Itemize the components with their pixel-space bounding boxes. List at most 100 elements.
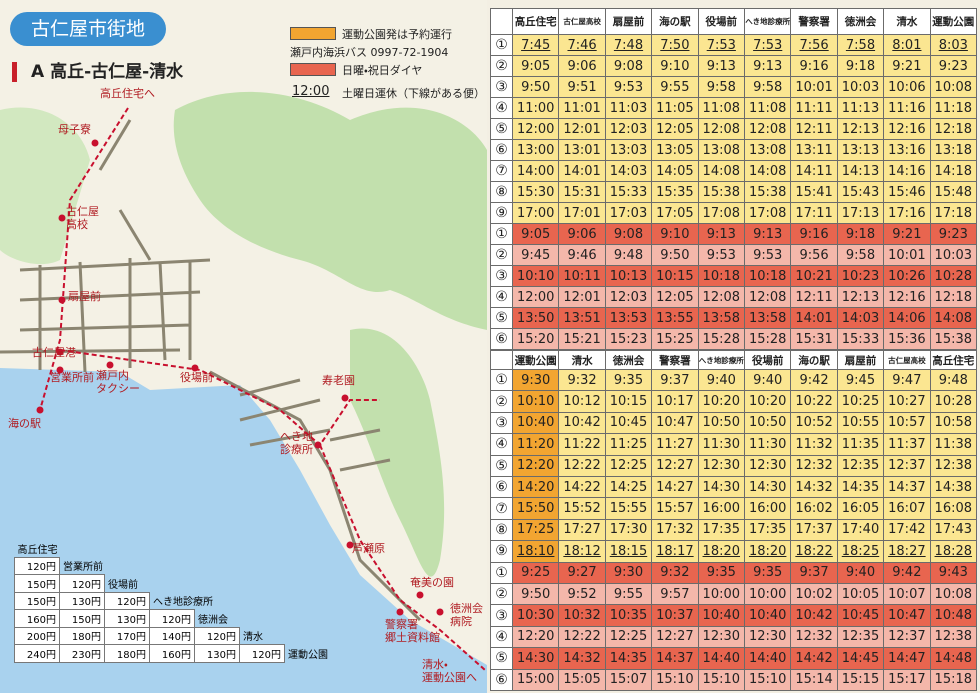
fare-station: 役場前	[108, 579, 138, 591]
departure-time: 11:01	[558, 97, 606, 119]
departure-time: 10:50	[744, 411, 792, 435]
departure-time: 10:28	[929, 390, 977, 413]
departure-time: 12:05	[651, 118, 699, 140]
departure-time: 17:18	[929, 202, 977, 224]
departure-time: 12:32	[790, 454, 838, 477]
departure-time: 15:38	[697, 181, 745, 203]
departure-time: 17:08	[744, 202, 792, 224]
departure-time: 10:10	[512, 265, 560, 287]
departure-time: 15:57	[651, 497, 699, 520]
fare-cell: 120円	[104, 591, 150, 610]
departure-time: 9:08	[604, 55, 653, 77]
header-corner	[490, 350, 513, 370]
departure-time: 11:22	[558, 433, 606, 456]
departure-time: 10:10	[512, 390, 560, 413]
departure-time: 9:05	[512, 55, 560, 77]
departure-time: 11:13	[836, 97, 885, 119]
departure-time: 10:42	[790, 604, 838, 627]
departure-time: 9:06	[558, 55, 606, 77]
departure-time: 12:35	[836, 454, 885, 477]
departure-time: 14:27	[651, 476, 699, 499]
departure-time: 9:23	[929, 55, 977, 77]
departure-time: 8:01	[883, 34, 931, 56]
departure-time: 10:08	[929, 583, 977, 606]
departure-time: 10:45	[604, 411, 653, 435]
trip-number: ②	[490, 390, 513, 413]
trip-number: ③	[490, 76, 513, 98]
trip-number: ⑧	[490, 181, 513, 203]
departure-time: 7:58	[836, 34, 885, 56]
departure-time: 15:05	[558, 668, 606, 691]
map-label: 病院	[450, 615, 472, 628]
departure-time: 9:35	[604, 369, 653, 392]
departure-time: 12:16	[883, 286, 931, 308]
trip-number: ①	[490, 561, 513, 584]
departure-time: 17:00	[512, 202, 560, 224]
departure-time: 17:13	[836, 202, 885, 224]
departure-time: 12:38	[929, 454, 977, 477]
map-label: 寿老園	[322, 373, 355, 387]
fare-cell: 200円	[14, 626, 60, 645]
departure-time: 9:13	[744, 55, 792, 77]
departure-time: 18:12	[558, 540, 606, 563]
departure-time: 10:42	[558, 411, 606, 435]
departure-time: 12:27	[651, 454, 699, 477]
departure-time: 17:05	[651, 202, 699, 224]
departure-time: 12:25	[604, 625, 653, 649]
departure-time: 15:35	[651, 181, 699, 203]
departure-time: 9:13	[744, 223, 792, 245]
departure-time: 11:30	[744, 433, 792, 456]
departure-time: 15:18	[929, 668, 977, 691]
column-header: 古仁屋高校	[558, 8, 606, 35]
trip-number: ①	[490, 223, 513, 245]
departure-time: 15:23	[604, 328, 653, 350]
trip-number: ⑤	[490, 307, 513, 329]
departure-time: 12:20	[512, 625, 560, 649]
departure-time: 12:37	[883, 625, 931, 649]
departure-time: 12:18	[929, 118, 977, 140]
departure-time: 15:30	[512, 181, 560, 203]
departure-time: 9:13	[697, 55, 745, 77]
departure-time: 12:08	[744, 118, 792, 140]
forest	[350, 328, 445, 577]
departure-time: 17:27	[558, 518, 606, 542]
fare-cell: 160円	[14, 609, 60, 628]
departure-time: 9:50	[512, 76, 560, 98]
departure-time: 12:37	[883, 454, 931, 477]
departure-time: 15:10	[697, 668, 745, 691]
departure-time: 15:10	[651, 668, 699, 691]
departure-time: 11:05	[651, 97, 699, 119]
legend-text: 瀬戸内海浜バス 0997-72-1904	[290, 46, 449, 59]
departure-time: 14:03	[836, 307, 885, 329]
departure-time: 10:32	[558, 604, 606, 627]
departure-time: 9:10	[651, 55, 699, 77]
departure-time: 10:18	[744, 265, 792, 287]
departure-time: 14:45	[836, 647, 885, 670]
departure-time: 10:18	[697, 265, 745, 287]
departure-time: 9:35	[697, 561, 745, 584]
departure-time: 10:00	[697, 583, 745, 606]
column-header: へき地診療所	[744, 8, 792, 35]
departure-time: 9:53	[697, 244, 745, 266]
departure-time: 17:03	[604, 202, 653, 224]
departure-time: 15:28	[697, 328, 745, 350]
departure-time: 15:50	[512, 497, 560, 520]
departure-time: 10:15	[651, 265, 699, 287]
departure-time: 10:23	[836, 265, 885, 287]
departure-time: 18:25	[836, 540, 885, 563]
departure-time: 15:07	[604, 668, 653, 691]
departure-time: 9:53	[604, 76, 653, 98]
departure-time: 14:22	[558, 476, 606, 499]
departure-time: 12:05	[651, 286, 699, 308]
departure-time: 10:48	[929, 604, 977, 627]
fare-cell: 230円	[59, 644, 105, 663]
departure-time: 11:11	[790, 97, 838, 119]
departure-time: 13:11	[790, 139, 838, 161]
departure-time: 11:16	[883, 97, 931, 119]
fare-row: 200円 180円 170円 140円 120円 清水	[14, 626, 332, 645]
bus-stops	[36, 139, 444, 616]
departure-time: 16:08	[929, 497, 977, 520]
departure-time: 17:35	[697, 518, 745, 542]
departure-time: 9:08	[604, 223, 653, 245]
departure-time: 11:20	[512, 433, 560, 456]
